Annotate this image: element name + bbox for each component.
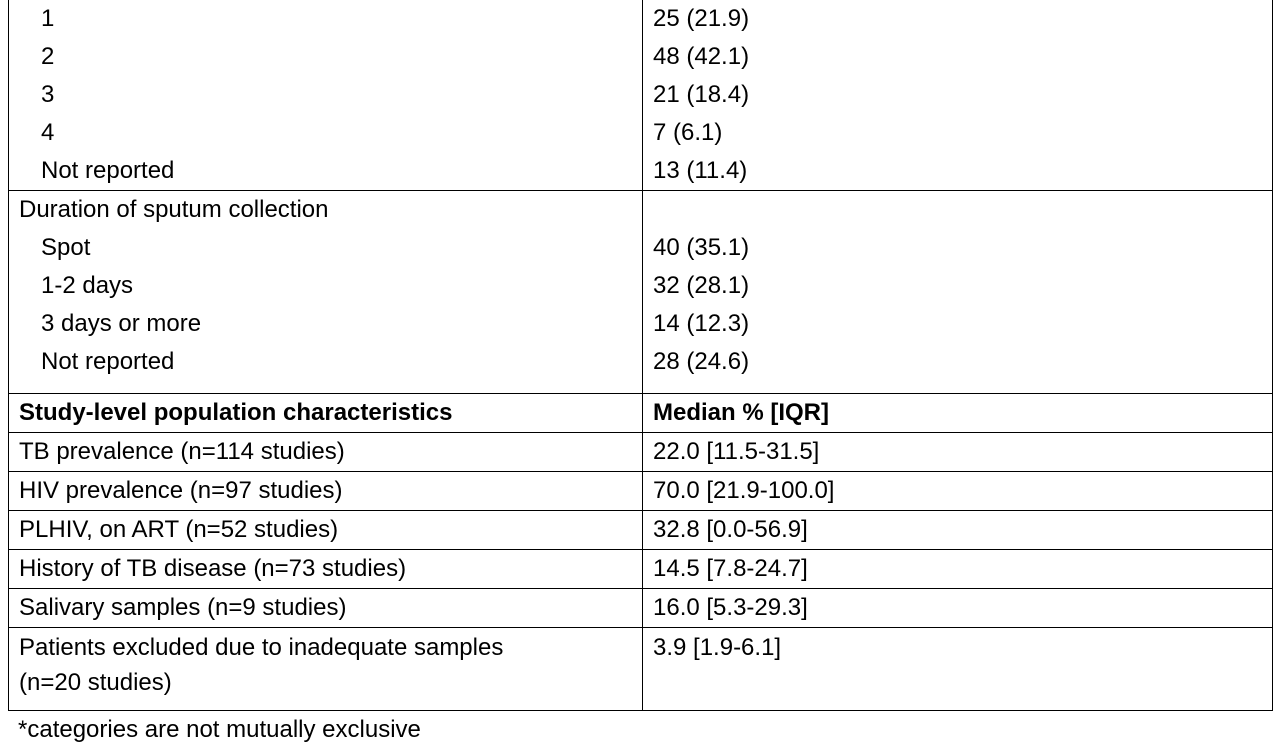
label-cell: Salivary samples (n=9 studies) — [8, 588, 643, 628]
label-cell: Duration of sputum collection Spot 1-2 day… — [8, 190, 643, 394]
row-value: 14 (12.3) — [653, 310, 750, 337]
label-cell: Patients excluded due to inadequate samp… — [8, 627, 643, 711]
value-cell: 22.0 [11.5-31.5] — [642, 432, 1273, 472]
value-cell: 70.0 [21.9-100.0] — [642, 471, 1273, 511]
blank-line — [653, 191, 1262, 229]
value-cell: 40 (35.1) 32 (28.1) 14 (12.3) 28 (24.6) — [642, 190, 1273, 394]
row-value: 32 (28.1) — [653, 272, 750, 299]
header-cell: Study-level population characteristics — [8, 393, 643, 433]
label-cell: HIV prevalence (n=97 studies) — [8, 471, 643, 511]
group-row: Duration of sputum collection Spot 1-2 day… — [8, 190, 1273, 394]
data-row: History of TB disease (n=73 studies) 14.5… — [8, 549, 1273, 589]
row-label: 4 — [41, 119, 55, 146]
characteristics-table: 1 2 3 4 Not reported 25 (21.9) 48 (42.1) 21 (18… — [8, 0, 1273, 711]
footnote: *categories are not mutually exclusive — [18, 716, 421, 743]
row-value: 21 (18.4) — [653, 81, 750, 108]
row-label-line: TB prevalence (n=114 studies) — [19, 438, 345, 465]
row-label: Not reported — [41, 348, 175, 375]
row-label-line: History of TB disease (n=73 studies) — [19, 555, 407, 582]
value-cell: 3.9 [1.9-6.1] — [642, 627, 1273, 711]
row-label-line: (n=20 studies) — [19, 669, 172, 696]
row-value: 7 (6.1) — [653, 119, 723, 146]
value-cell: 25 (21.9) 48 (42.1) 21 (18.4) 7 (6.1) 13 (11… — [642, 0, 1273, 191]
row-label-line: PLHIV, on ART (n=52 studies) — [19, 516, 339, 543]
table-body: 1 2 3 4 Not reported 25 (21.9) 48 (42.1) 21 (18… — [8, 0, 1273, 711]
row-label: 1 — [41, 5, 55, 32]
row-label-line: Patients excluded due to inadequate samp… — [19, 634, 504, 661]
row-label: 3 — [41, 81, 55, 108]
row-label-line: HIV prevalence (n=97 studies) — [19, 477, 343, 504]
data-row: Salivary samples (n=9 studies) 16.0 [5.3-… — [8, 588, 1273, 628]
label-cell: 1 2 3 4 Not reported — [8, 0, 643, 191]
label-cell: History of TB disease (n=73 studies) — [8, 549, 643, 589]
row-label: 3 days or more — [41, 310, 202, 337]
header-cell: Median % [IQR] — [642, 393, 1273, 433]
row-value: 40 (35.1) — [653, 234, 750, 261]
value-cell: 16.0 [5.3-29.3] — [642, 588, 1273, 628]
row-value: 25 (21.9) — [653, 5, 750, 32]
data-row: PLHIV, on ART (n=52 studies) 32.8 [0.0-56… — [8, 510, 1273, 550]
data-row: Patients excluded due to inadequate samp… — [8, 627, 1273, 711]
header-row: Study-level population characteristics Me… — [8, 393, 1273, 433]
row-label: 2 — [41, 43, 55, 70]
row-value: 48 (42.1) — [653, 43, 750, 70]
group-row: 1 2 3 4 Not reported 25 (21.9) 48 (42.1) 21 (18… — [8, 0, 1273, 191]
group-heading: Duration of sputum collection — [19, 196, 329, 223]
row-label: 1-2 days — [41, 272, 134, 299]
value-cell: 32.8 [0.0-56.9] — [642, 510, 1273, 550]
label-cell: PLHIV, on ART (n=52 studies) — [8, 510, 643, 550]
row-value: 13 (11.4) — [653, 157, 748, 184]
value-cell: 14.5 [7.8-24.7] — [642, 549, 1273, 589]
row-label: Spot — [41, 234, 91, 261]
row-label: Not reported — [41, 157, 175, 184]
label-cell: TB prevalence (n=114 studies) — [8, 432, 643, 472]
row-value: 28 (24.6) — [653, 348, 750, 375]
row-label-line: Salivary samples (n=9 studies) — [19, 594, 347, 621]
data-row: TB prevalence (n=114 studies) 22.0 [11.5-… — [8, 432, 1273, 472]
data-row: HIV prevalence (n=97 studies) 70.0 [21.9-… — [8, 471, 1273, 511]
